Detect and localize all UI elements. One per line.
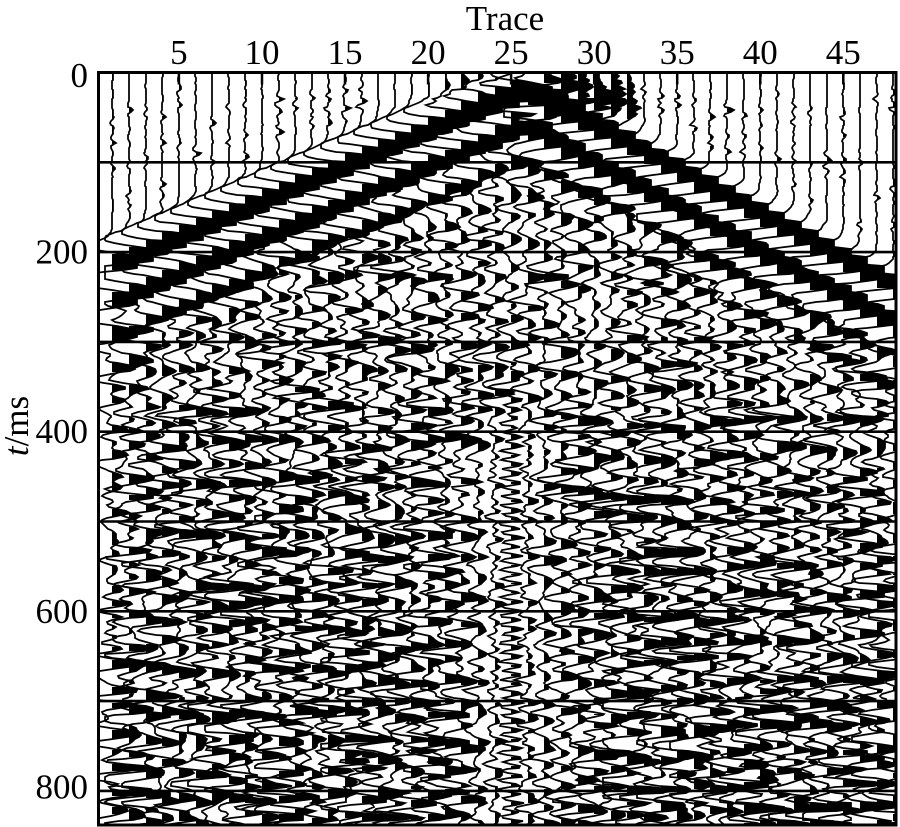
svg-text:200: 200: [36, 233, 89, 272]
svg-text:800: 800: [36, 767, 89, 806]
svg-text:t/ms: t/ms: [0, 396, 36, 456]
svg-text:5: 5: [170, 33, 188, 72]
svg-text:25: 25: [494, 33, 529, 72]
svg-text:20: 20: [411, 33, 446, 72]
svg-text:35: 35: [660, 33, 695, 72]
svg-text:40: 40: [743, 33, 778, 72]
svg-text:Trace: Trace: [466, 0, 544, 38]
svg-text:0: 0: [71, 56, 89, 95]
svg-text:400: 400: [36, 412, 89, 451]
svg-text:45: 45: [826, 33, 861, 72]
svg-text:15: 15: [328, 33, 363, 72]
svg-text:30: 30: [577, 33, 612, 72]
svg-text:10: 10: [245, 33, 280, 72]
svg-text:600: 600: [36, 592, 89, 631]
